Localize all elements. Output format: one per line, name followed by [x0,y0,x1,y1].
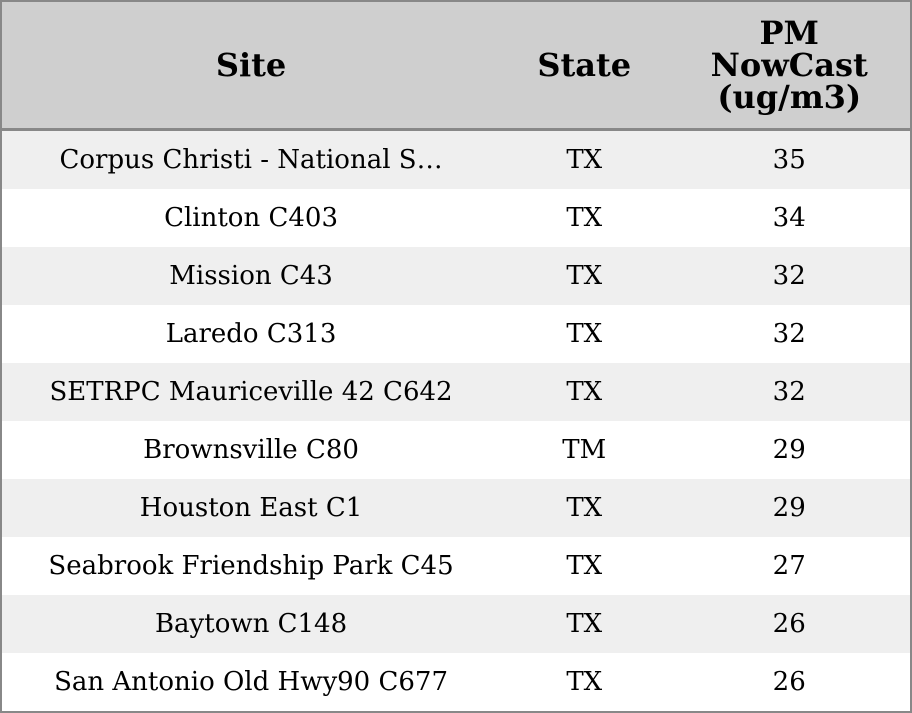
header-text: PM NowCast (ug/m3) [710,14,868,116]
state-cell: TX [566,319,603,349]
state-cell: TX [566,203,603,233]
value-cell: 27 [772,551,806,581]
table-row: Corpus Christi - National S… TX 35 [1,129,911,189]
header-cell: PM NowCast (ug/m3) [668,1,911,131]
value-cell: 32 [772,319,806,349]
table-header: Site State PM NowCast (ug/m3) [1,1,911,131]
table-row: Baytown C148 TX 26 [1,595,911,653]
state-cell: TX [566,551,603,581]
value-cell: 32 [772,377,806,407]
header-cell: State [500,1,669,131]
value-cell: 32 [772,261,806,291]
state-cell: TX [566,377,603,407]
site-cell: Clinton C403 [164,203,338,233]
state-cell: TX [566,493,603,523]
table-row: Brownsville C80 TM 29 [1,421,911,479]
value-cell: 29 [772,435,806,465]
header-cell: Site [1,1,501,131]
site-cell: San Antonio Old Hwy90 C677 [54,667,449,697]
state-cell: TX [566,609,603,639]
state-cell: TX [566,667,603,697]
table-row: Laredo C313 TX 32 [1,305,911,363]
state-cell: TX [566,145,603,175]
site-cell: Baytown C148 [154,609,348,639]
site-cell: Laredo C313 [165,319,337,349]
site-cell: Mission C43 [169,261,333,291]
site-cell: Houston East C1 [139,493,363,523]
site-cell: Corpus Christi - National S… [59,145,443,175]
table-row: Mission C43 TX 32 [1,247,911,305]
state-cell: TX [566,261,603,291]
table-row: Clinton C403 TX 34 [1,189,911,247]
table-row: San Antonio Old Hwy90 C677 TX 26 [1,653,911,712]
value-cell: 26 [772,667,806,697]
table-row: Houston East C1 TX 29 [1,479,911,537]
value-cell: 34 [772,203,806,233]
table-body: Corpus Christi - National S… TX 35 Clinton … [1,129,911,712]
site-cell: Seabrook Friendship Park C45 [48,551,454,581]
table-row: Seabrook Friendship Park C45 TX 27 [1,537,911,595]
header-row: Site State PM NowCast (ug/m3) [1,1,911,131]
value-cell: 35 [772,145,806,175]
table-row: SETRPC Mauriceville 42 C642 TX 32 [1,363,911,421]
value-cell: 26 [772,609,806,639]
state-cell: TM [562,435,607,465]
value-cell: 29 [772,493,806,523]
site-cell: Brownsville C80 [143,435,359,465]
site-cell: SETRPC Mauriceville 42 C642 [49,377,453,407]
